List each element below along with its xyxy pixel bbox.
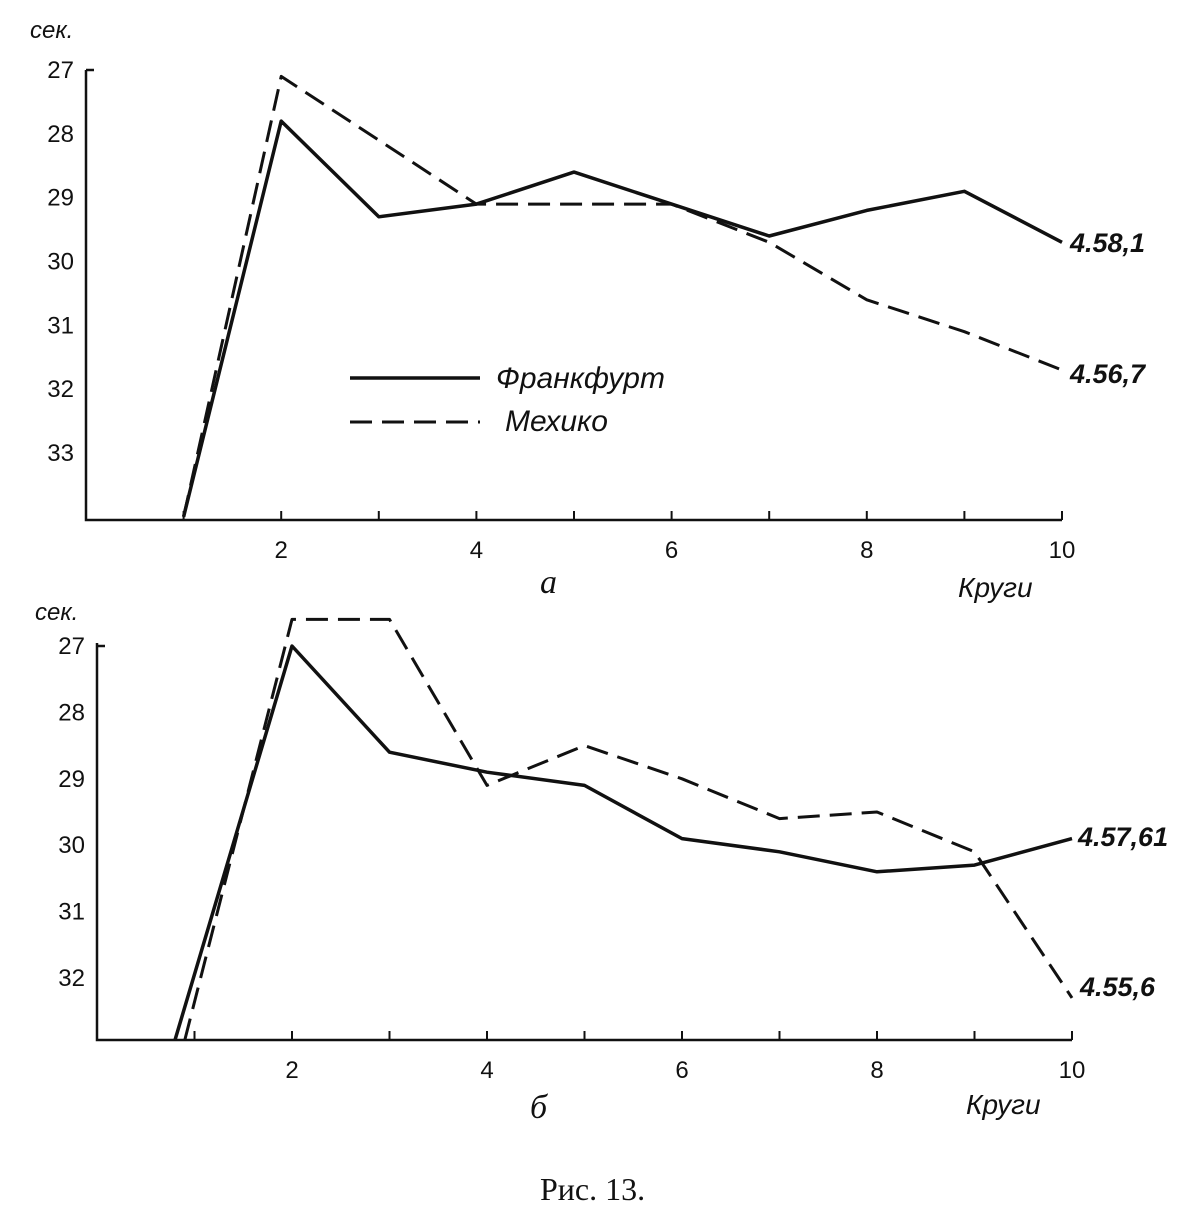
- y-tick-labels-a: 27 28 29 30 31 32 33: [47, 57, 74, 467]
- end-label-mexico-b: 4.55,6: [1079, 972, 1156, 1002]
- end-label-mexico-a: 4.56,7: [1069, 359, 1147, 389]
- y-unit-label-a: сек.: [30, 17, 73, 44]
- x-tick-label: 2: [275, 537, 288, 564]
- end-label-frankfurt-a: 4.58,1: [1069, 228, 1145, 258]
- series-line-frankfurt: [173, 644, 1073, 1041]
- x-tick-label: 8: [860, 537, 873, 564]
- x-axis-label-b: Круги: [966, 1089, 1041, 1120]
- y-tick-label: 28: [47, 121, 74, 148]
- y-tick-label: 31: [47, 312, 74, 339]
- y-tick-label: 32: [47, 376, 74, 403]
- series-line-mexico: [183, 617, 1074, 1041]
- y-tick-label: 27: [47, 57, 74, 84]
- figure-caption: Рис. 13.: [540, 1171, 645, 1207]
- x-tick-label: 6: [665, 537, 678, 564]
- x-tick-label: 10: [1059, 1057, 1086, 1084]
- tick-marks-b: [97, 644, 1073, 1040]
- y-tick-label: 28: [58, 699, 85, 726]
- y-tick-label: 30: [58, 832, 85, 859]
- x-tick-label: 4: [480, 1057, 493, 1084]
- y-tick-label: 29: [47, 185, 74, 212]
- series-line-mexico: [182, 74, 1063, 518]
- x-tick-label: 4: [470, 537, 483, 564]
- x-tick-label: 10: [1049, 537, 1076, 564]
- x-tick-label: 8: [870, 1057, 883, 1084]
- legend-label-mexico: Мехико: [505, 405, 608, 438]
- y-unit-label-b: сек.: [35, 599, 78, 626]
- panel-label-b: б: [530, 1089, 549, 1126]
- chart-panel-a: сек. 27 28 29 30 31 32 33 2 4 6 8 10 4.58,1 4.56,7…: [30, 17, 1147, 603]
- y-tick-label: 33: [47, 440, 74, 467]
- x-axis-label-a: Круги: [958, 572, 1033, 603]
- y-tick-label: 32: [58, 965, 85, 992]
- y-tick-label: 27: [58, 633, 85, 660]
- panel-label-a: а: [540, 564, 557, 601]
- x-tick-labels-a: 2 4 6 8 10: [275, 537, 1076, 564]
- y-tick-label: 29: [58, 766, 85, 793]
- x-tick-labels-b: 2 4 6 8 10: [285, 1057, 1085, 1084]
- x-tick-label: 2: [285, 1057, 298, 1084]
- legend: Франкфурт Мехико: [350, 362, 665, 438]
- x-tick-label: 6: [675, 1057, 688, 1084]
- series-group-b: [173, 617, 1074, 1041]
- axes-b: [95, 643, 1072, 1042]
- y-tick-label: 30: [47, 249, 74, 276]
- legend-label-frankfurt: Франкфурт: [496, 362, 665, 395]
- y-tick-label: 31: [58, 899, 85, 926]
- tick-marks-a: [86, 68, 1063, 520]
- series-group-a: [181, 74, 1063, 518]
- end-label-frankfurt-b: 4.57,61: [1077, 822, 1168, 852]
- axes-a: [84, 70, 1062, 522]
- series-line-frankfurt: [181, 119, 1063, 518]
- y-tick-labels-b: 27 28 29 30 31 32: [58, 633, 85, 992]
